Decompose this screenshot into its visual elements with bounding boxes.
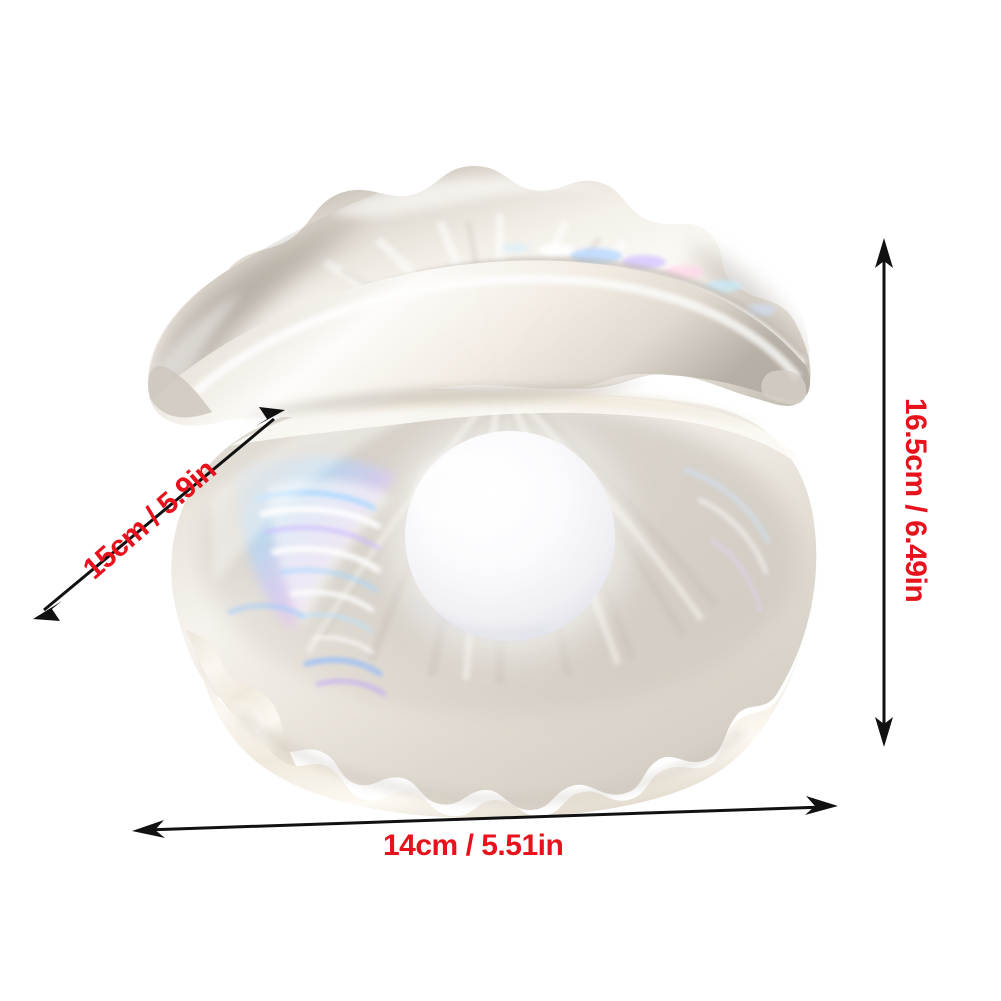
upper-shell-lip-underside: [238, 378, 650, 418]
width-dimension-label: 14cm / 5.51in: [383, 829, 564, 862]
upper-shell-lip-highlight: [193, 274, 802, 396]
width-arrow: [132, 796, 838, 838]
height-dimension-label: 16.5cm / 6.49in: [899, 397, 932, 603]
dimension-arrows: [33, 238, 893, 838]
pearl-bottom-shade: [408, 596, 550, 640]
upper-shell-lip: [152, 260, 811, 426]
pearl-light: [370, 396, 650, 676]
upper-shell-top-gloss: [330, 176, 612, 218]
pearl-highlight: [414, 450, 526, 534]
upper-shell-right-tip: [761, 370, 807, 405]
upper-shell: [147, 166, 811, 426]
upper-shell-left-tip: [148, 365, 212, 418]
lower-shell-rim-shadow: [236, 712, 746, 806]
height-arrow: [875, 238, 893, 747]
lower-shell-iridescence: [227, 457, 771, 696]
depth-arrow: [33, 407, 285, 621]
